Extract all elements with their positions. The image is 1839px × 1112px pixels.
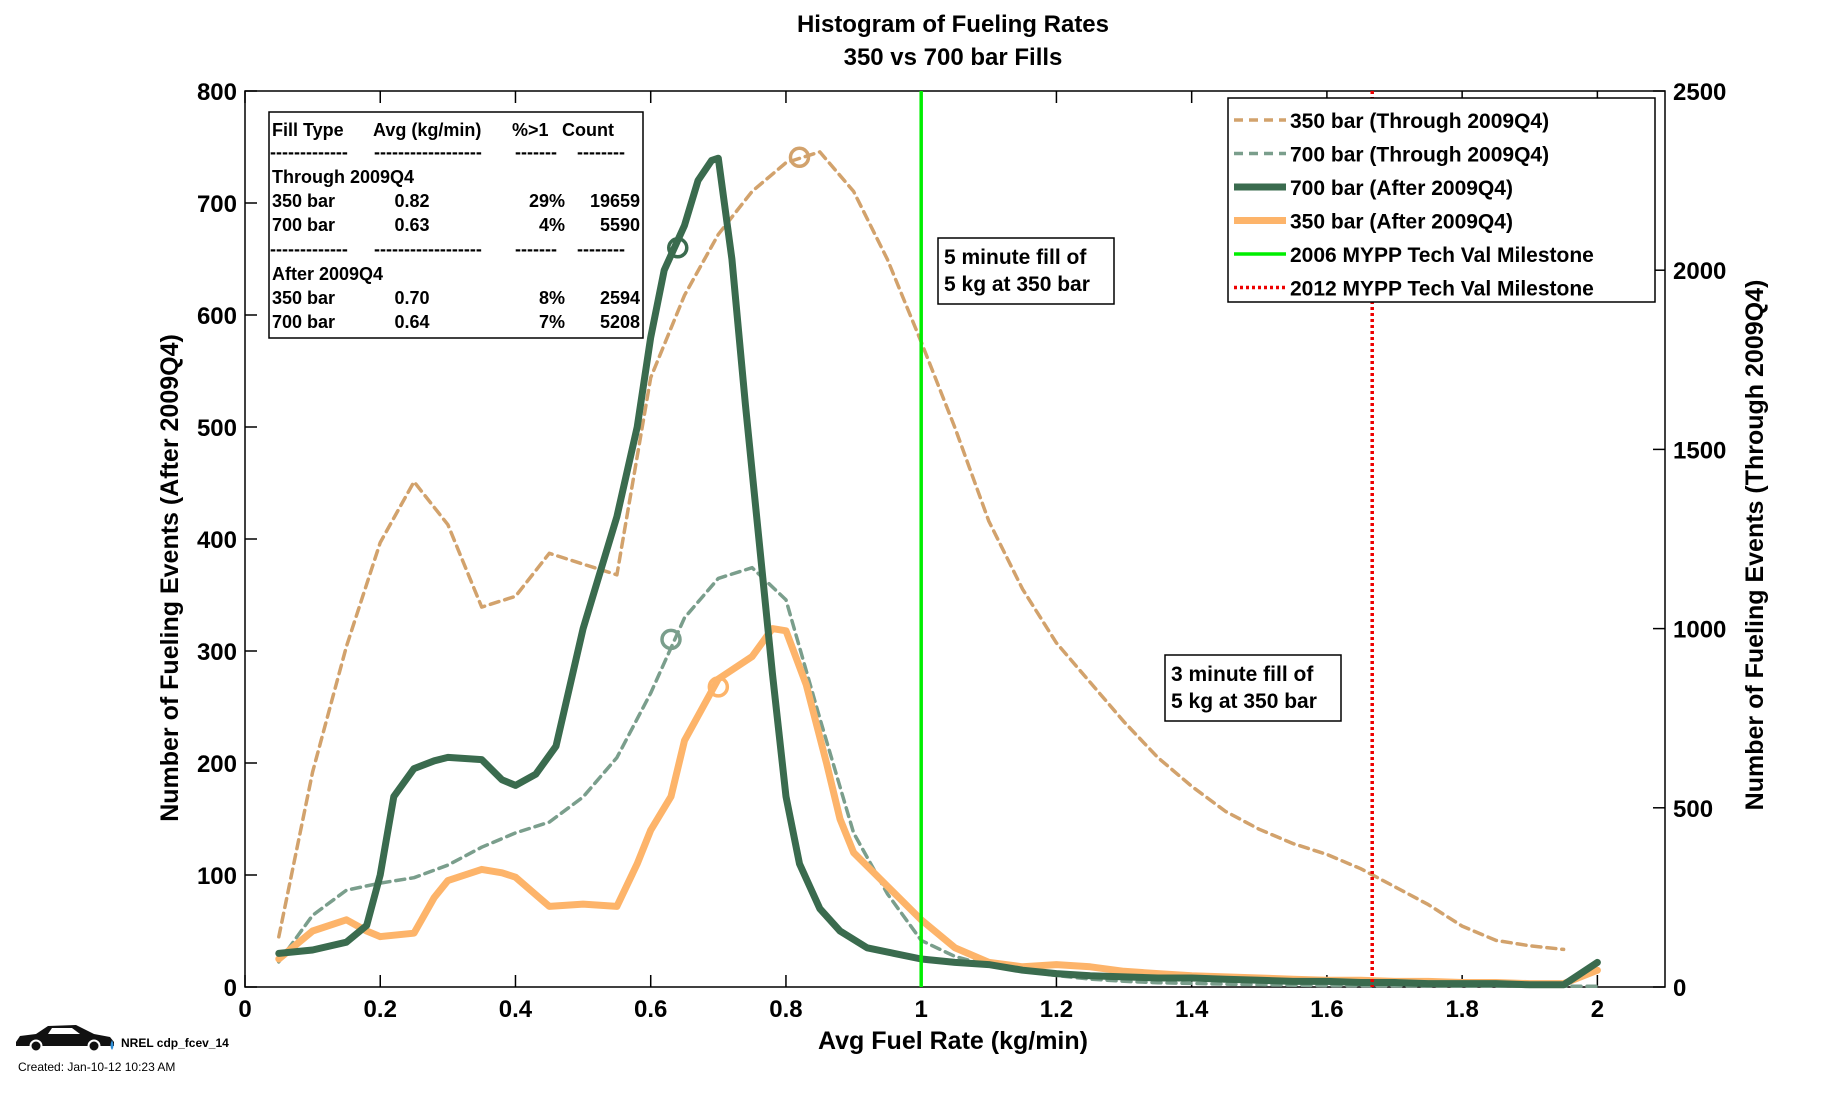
series-line [275, 154, 1601, 989]
table-cell: 0.82 [394, 191, 429, 211]
x-tick-label: 0 [238, 996, 251, 1023]
chart-title-group: Histogram of Fueling Rates 350 vs 700 ba… [797, 11, 1109, 71]
x-tick-label: 0.2 [364, 996, 397, 1023]
annotation-box [1164, 654, 1342, 722]
y-left-tick-label: 0 [224, 975, 237, 1002]
table-cell: 4% [539, 215, 565, 235]
table-cell: ------------------ [374, 142, 482, 162]
annotation-box [937, 237, 1115, 305]
y-left-tick-label: 300 [197, 639, 237, 666]
annotations: 5 minute fill of 5 kg at 350 bar 3 minute … [937, 237, 1342, 722]
annotation-text: 5 minute fill of [944, 246, 1087, 269]
table-cell: 0.64 [394, 312, 429, 332]
x-tick-label: 0.8 [769, 996, 802, 1023]
table-cell: -------- [577, 142, 625, 162]
footer: NREL cdp_fcev_14 Created: Jan-10-12 10:2… [14, 1022, 314, 1082]
y-right-tick-label: 1500 [1673, 437, 1726, 464]
table-cell: ------- [515, 239, 557, 259]
x-tick-label: 1.4 [1175, 996, 1209, 1023]
table-cell: -------- [577, 239, 625, 259]
table-header-cell: Avg (kg/min) [373, 120, 481, 140]
x-axis-label: Avg Fuel Rate (kg/min) [818, 1027, 1088, 1055]
series-mean-marker [667, 237, 689, 259]
y-right-tick-label: 1000 [1673, 617, 1726, 644]
table-group-label: Through 2009Q4 [272, 167, 414, 187]
y-right-tick-label: 2500 [1673, 79, 1726, 106]
y-axis-right-label: Number of Fueling Events (Through 2009Q4… [1741, 280, 1769, 811]
table-cell: 0.63 [394, 215, 429, 235]
table-group-label: After 2009Q4 [272, 264, 383, 284]
x-tick-label: 2 [1591, 996, 1604, 1023]
annotation-text: 5 kg at 350 bar [1171, 690, 1317, 713]
chart-title: Histogram of Fueling Rates [797, 11, 1109, 38]
chart-subtitle: 350 vs 700 bar Fills [844, 44, 1063, 71]
legend-entry: 2012 MYPP Tech Val Milestone [1290, 278, 1594, 301]
car-icon [16, 1025, 114, 1052]
legend-entry: 700 bar (After 2009Q4) [1290, 177, 1513, 200]
annotation-text: 5 kg at 350 bar [944, 273, 1090, 296]
y-left-tick-label: 500 [197, 415, 237, 442]
x-tick-label: 1.6 [1310, 996, 1343, 1023]
x-tick-label: 1.8 [1445, 996, 1478, 1023]
x-tick-label: 1.2 [1040, 996, 1073, 1023]
y-left-tick-label: 200 [197, 751, 237, 778]
table-cell: 700 bar [272, 312, 335, 332]
table-cell: 29% [529, 191, 565, 211]
table-cell: 0.70 [394, 288, 429, 308]
legend-entry: 2006 MYPP Tech Val Milestone [1290, 244, 1594, 267]
y-right-tick-label: 2000 [1673, 258, 1726, 285]
summary-table-frame [268, 111, 644, 339]
series-line [277, 565, 1600, 989]
y-left-tick-label: 100 [197, 863, 237, 890]
table-header-cell: %>1 [512, 120, 549, 140]
legend-frame [1227, 97, 1656, 303]
series-layer [275, 91, 1601, 989]
table-cell: 8% [539, 288, 565, 308]
y-left-tick-label: 800 [197, 79, 237, 106]
legend-entry: 350 bar (Through 2009Q4) [1290, 110, 1549, 133]
table-cell: 2594 [600, 288, 640, 308]
y-right-tick-label: 0 [1673, 975, 1686, 1002]
table-cell: 700 bar [272, 215, 335, 235]
table-cell: ------------- [270, 239, 348, 259]
y-left-tick-label: 700 [197, 191, 237, 218]
y-axis-left-label: Number of Fueling Events (After 2009Q4) [156, 334, 184, 822]
axes: 0 0.2 0.4 0.6 0.8 1 1.2 1.4 1.6 1.8 2 0 100 200 300 400… [197, 79, 1726, 1023]
x-tick-label: 0.4 [499, 996, 533, 1023]
table-cell: ------- [515, 142, 557, 162]
y-right-tick-label: 500 [1673, 796, 1713, 823]
table-cell: ------------------ [374, 239, 482, 259]
y-left-tick-label: 600 [197, 303, 237, 330]
legend-entry: 700 bar (Through 2009Q4) [1290, 144, 1549, 167]
table-cell: 5590 [600, 215, 640, 235]
table-cell: 7% [539, 312, 565, 332]
table-cell: ------------- [270, 142, 348, 162]
x-tick-label: 1 [915, 996, 928, 1023]
series-mean-marker [660, 628, 682, 651]
footer-tag: NREL cdp_fcev_14 [121, 1036, 229, 1050]
legend-entry: 350 bar (After 2009Q4) [1290, 211, 1513, 234]
table-cell: 350 bar [272, 191, 335, 211]
x-tick-label: 0.6 [634, 996, 667, 1023]
legend: 350 bar (Through 2009Q4) 700 bar (Through… [1227, 97, 1656, 303]
table-header-cell: Count [562, 120, 614, 140]
table-header-cell: Fill Type [272, 120, 344, 140]
footer-created: Created: Jan-10-12 10:23 AM [18, 1060, 176, 1074]
annotation-text: 3 minute fill of [1171, 663, 1314, 686]
table-cell: 5208 [600, 312, 640, 332]
y-left-tick-label: 400 [197, 527, 237, 554]
summary-table: Fill Type Avg (kg/min) %>1 Count-----------… [268, 111, 644, 339]
table-cell: 350 bar [272, 288, 335, 308]
series-mean-marker [707, 676, 730, 698]
series-mean-marker [788, 146, 811, 169]
table-cell: 19659 [590, 191, 640, 211]
